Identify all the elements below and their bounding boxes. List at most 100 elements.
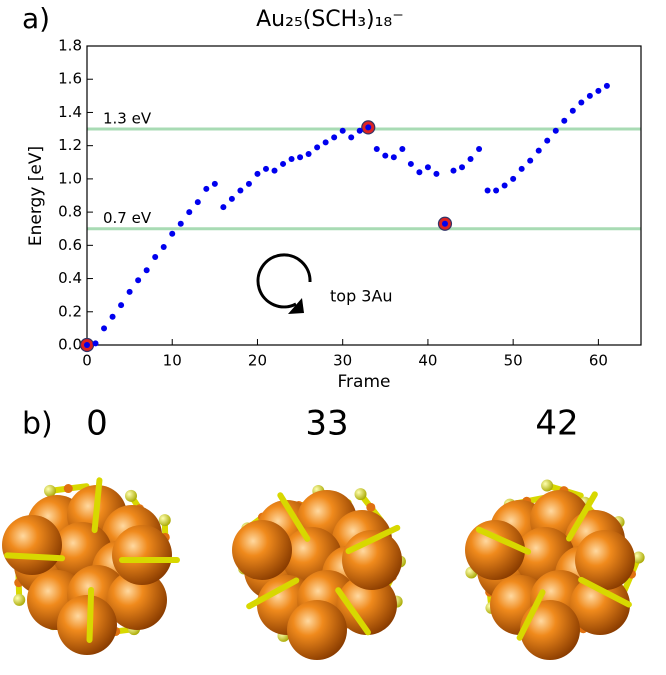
data-point — [365, 124, 372, 131]
data-point — [203, 185, 210, 192]
y-tick-label: 1.6 — [58, 70, 82, 88]
sulfur — [541, 479, 554, 492]
data-point — [254, 170, 261, 177]
panel-label: b) — [22, 407, 53, 442]
x-axis-label: Frame — [338, 372, 391, 392]
sulfur — [125, 489, 137, 502]
y-tick-label: 1.8 — [58, 37, 82, 55]
frame-label: 42 — [535, 404, 578, 444]
bond — [91, 477, 103, 534]
data-point — [271, 167, 278, 174]
x-tick-label: 40 — [418, 352, 437, 370]
data-point — [424, 164, 431, 171]
data-point — [467, 155, 474, 162]
y-tick-label: 0.8 — [58, 203, 82, 221]
data-point — [220, 204, 227, 211]
gold-atom — [520, 600, 580, 660]
data-point — [356, 127, 363, 134]
sulfur — [354, 488, 367, 501]
bond — [246, 577, 300, 610]
data-point — [603, 82, 610, 89]
frame-label: 33 — [305, 404, 348, 444]
gold-atom — [575, 530, 635, 590]
data-point — [459, 164, 466, 171]
data-point — [186, 209, 193, 216]
sulfur — [158, 514, 171, 527]
data-point — [433, 170, 440, 177]
data-point — [441, 220, 448, 227]
gold-atom — [465, 520, 525, 580]
data-point — [228, 195, 235, 202]
data-point — [314, 144, 321, 151]
data-point — [399, 145, 406, 152]
bond — [475, 526, 532, 555]
data-point — [237, 187, 244, 194]
data-point — [262, 165, 269, 172]
data-point — [160, 243, 167, 250]
data-point — [501, 182, 508, 189]
data-point — [101, 325, 108, 332]
data-point — [476, 145, 483, 152]
y-tick-label: 0.2 — [58, 302, 82, 320]
gold-small — [366, 502, 376, 512]
data-point — [518, 165, 525, 172]
y-tick-label: 0.6 — [58, 236, 82, 254]
x-tick-label: 20 — [248, 352, 267, 370]
reference-label: 1.3 eV — [103, 110, 152, 128]
data-point — [407, 160, 414, 167]
bond — [335, 587, 371, 636]
panel-label: a) — [22, 2, 50, 35]
gold-atom — [107, 570, 167, 630]
sulfur — [44, 484, 56, 497]
data-point — [177, 220, 184, 227]
data-point — [143, 267, 150, 274]
y-tick-label: 0.4 — [58, 269, 82, 287]
plot-frame — [86, 45, 642, 346]
x-tick-label: 0 — [82, 352, 92, 370]
y-tick-label: 1.4 — [58, 103, 82, 121]
data-point — [493, 187, 500, 194]
data-point — [595, 87, 602, 94]
x-tick-label: 50 — [504, 352, 523, 370]
gold-atom — [112, 525, 172, 585]
data-point — [416, 169, 423, 176]
data-point — [211, 180, 218, 187]
data-point — [331, 134, 338, 141]
data-point — [535, 147, 542, 154]
gold-atom — [337, 575, 397, 635]
data-point — [288, 155, 295, 162]
gold-small — [63, 484, 73, 494]
gold-atom — [570, 575, 630, 635]
gold-atom — [2, 515, 62, 575]
data-point — [245, 180, 252, 187]
bond — [578, 576, 632, 608]
bond — [566, 491, 598, 542]
frame-label: 0 — [86, 404, 108, 444]
cluster — [465, 479, 645, 660]
y-axis-label: Energy [eV] — [26, 146, 46, 246]
y-tick-label: 1.0 — [58, 169, 82, 187]
annotation: top 3Au — [330, 287, 393, 306]
data-point — [84, 342, 90, 348]
bond — [516, 589, 546, 641]
data-point — [280, 160, 287, 167]
data-point — [339, 127, 346, 134]
data-point — [390, 154, 397, 161]
data-point — [194, 199, 201, 206]
x-tick-label: 10 — [163, 352, 182, 370]
data-point — [484, 187, 491, 194]
data-point — [297, 154, 304, 161]
reference-label: 0.7 eV — [103, 209, 152, 227]
data-point — [578, 99, 585, 106]
x-tick-label: 60 — [589, 352, 608, 370]
chart-title: Au₂₅(SCH₃)₁₈⁻ — [256, 7, 404, 32]
data-point — [552, 127, 559, 134]
bond — [86, 586, 95, 643]
plot: 1.3 eV 0.7 eV 0.0 0.2 0.4 0.6 0.8 1.0 1.2 1.4 1.6 1… — [58, 37, 642, 370]
cluster — [2, 477, 180, 655]
gold-atom — [287, 600, 347, 660]
data-point — [126, 288, 133, 295]
rotation-arrow — [256, 253, 312, 314]
x-tick-label: 30 — [333, 352, 352, 370]
